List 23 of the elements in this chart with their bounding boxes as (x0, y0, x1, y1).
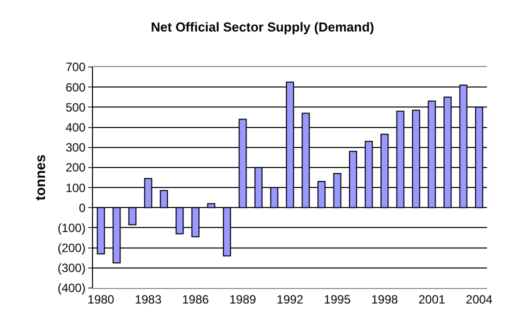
x-tick-label: 1980 (88, 292, 115, 306)
y-tick-label: 0 (78, 200, 86, 215)
y-tick-label: 300 (66, 140, 86, 155)
x-tick-label: 2004 (466, 292, 493, 306)
x-tick-label: 1992 (276, 292, 304, 306)
y-axis-title: tonnes (32, 154, 48, 200)
y-tick-label: 600 (66, 80, 86, 94)
y-tick-label: (200) (58, 241, 86, 256)
y-tick-label: (400) (58, 281, 86, 296)
x-tick-label: 1983 (134, 292, 162, 306)
x-tick-label: 2001 (418, 292, 446, 306)
x-tick-label: 1995 (324, 292, 351, 306)
x-tick-label: 1989 (229, 292, 256, 306)
y-tick-label: 200 (66, 160, 86, 175)
x-tick-label: 1986 (182, 292, 210, 306)
y-tick-label: 400 (66, 120, 86, 134)
chart-title: Net Official Sector Supply (Demand) (150, 19, 374, 34)
y-tick-label: (100) (58, 220, 86, 235)
x-tick-label: 1998 (371, 292, 398, 306)
y-tick-label: 500 (66, 100, 86, 114)
y-tick-label: (300) (58, 261, 86, 276)
y-tick-label: 100 (66, 180, 86, 195)
y-tick-label: 700 (66, 60, 86, 74)
